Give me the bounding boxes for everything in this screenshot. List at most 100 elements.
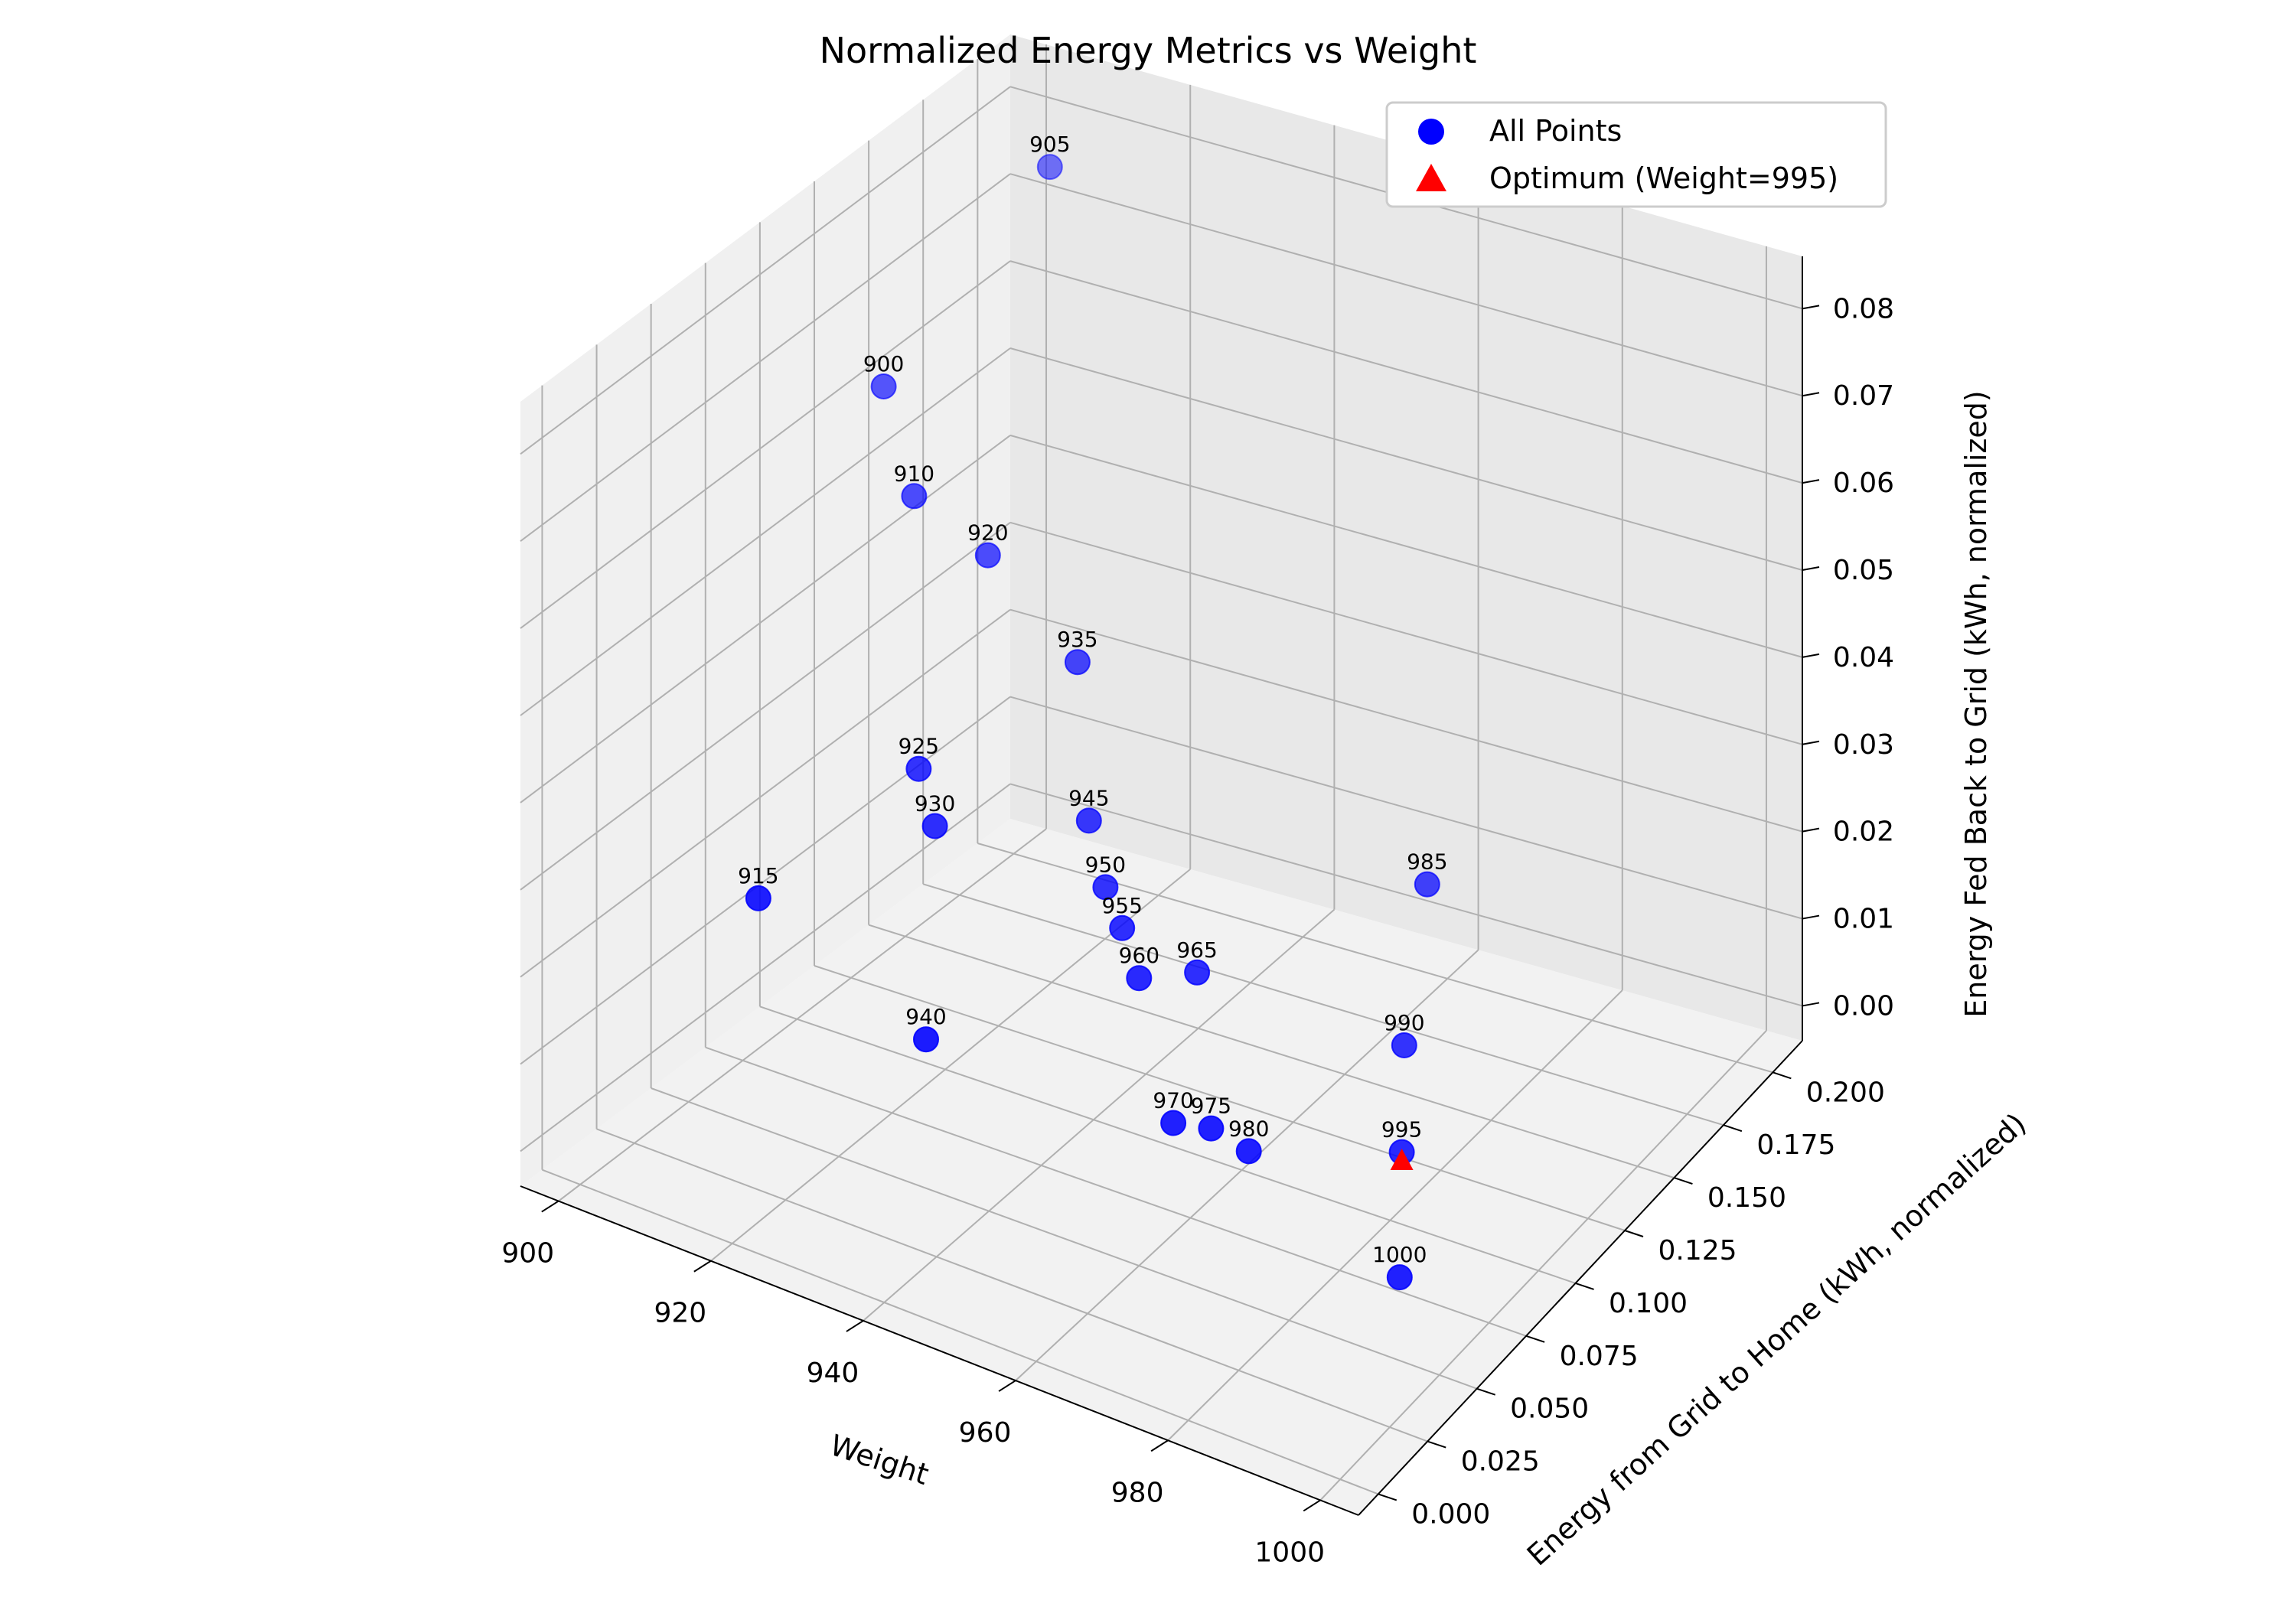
data-point bbox=[1075, 807, 1102, 834]
data-point-label: 955 bbox=[1101, 893, 1142, 918]
data-point-label: 915 bbox=[738, 863, 778, 888]
z-tick-label: 0.00 bbox=[1833, 990, 1894, 1022]
optimum-point bbox=[1390, 1149, 1414, 1170]
x-tick-label: 980 bbox=[1111, 1477, 1164, 1508]
gridline-z-left bbox=[520, 608, 1011, 978]
gridline-x-floor bbox=[1167, 989, 1623, 1441]
gridline-z-back bbox=[1009, 696, 1803, 920]
chart-points bbox=[745, 154, 1440, 1291]
data-point bbox=[870, 373, 897, 399]
y-tick-label: 0.000 bbox=[1411, 1498, 1490, 1530]
data-point bbox=[1109, 914, 1136, 941]
chart-panes bbox=[520, 34, 1802, 1515]
gridline-z-back bbox=[1009, 434, 1803, 658]
legend-frame bbox=[1385, 101, 1887, 208]
data-point bbox=[1386, 1264, 1413, 1291]
data-point-label: 1000 bbox=[1372, 1242, 1427, 1267]
y-tick-label: 0.200 bbox=[1806, 1077, 1885, 1108]
data-point-label: 930 bbox=[915, 791, 955, 817]
x-tick-mark bbox=[541, 1200, 559, 1213]
gridline-z-left bbox=[520, 521, 1011, 891]
z-axis-label: Energy Fed Back to Grid (kWh, normalized… bbox=[1959, 390, 1993, 1018]
y-tick-label: 0.025 bbox=[1461, 1446, 1540, 1478]
gridline-z-left bbox=[520, 173, 1011, 543]
gridline-z-left bbox=[520, 260, 1011, 629]
data-point-label: 940 bbox=[905, 1004, 946, 1029]
gridline-x-floor bbox=[863, 908, 1336, 1322]
data-point-label: 945 bbox=[1068, 785, 1109, 810]
y-tick-mark bbox=[1378, 1493, 1397, 1501]
x-tick-label: 900 bbox=[501, 1238, 554, 1270]
z-tick-mark bbox=[1802, 392, 1820, 397]
data-point-label: 905 bbox=[1029, 132, 1070, 157]
y-axis-line bbox=[1358, 1040, 1803, 1516]
y-tick-label: 0.175 bbox=[1756, 1129, 1835, 1161]
data-point-label: 900 bbox=[863, 351, 904, 376]
gridline-z-back bbox=[1009, 783, 1803, 1007]
x-tick-mark bbox=[1303, 1499, 1321, 1512]
gridline-z-left bbox=[520, 435, 1011, 804]
data-point bbox=[1126, 965, 1153, 992]
data-point bbox=[974, 542, 1001, 569]
data-point bbox=[1064, 649, 1091, 676]
data-point bbox=[1198, 1115, 1225, 1142]
y-tick-mark bbox=[1427, 1440, 1446, 1449]
x-tick-mark bbox=[693, 1260, 712, 1273]
data-point-label: 910 bbox=[894, 461, 934, 486]
y-tick-label: 0.150 bbox=[1707, 1182, 1786, 1214]
gridline-z-back bbox=[1009, 173, 1803, 397]
data-point bbox=[1184, 959, 1211, 986]
data-point bbox=[1235, 1138, 1262, 1165]
data-point-label: 975 bbox=[1191, 1094, 1231, 1119]
y-tick-mark bbox=[1674, 1177, 1693, 1185]
data-point bbox=[1160, 1110, 1187, 1136]
y-tick-label: 0.100 bbox=[1609, 1288, 1688, 1319]
y-tick-mark bbox=[1476, 1387, 1495, 1396]
y-tick-mark bbox=[1773, 1071, 1792, 1080]
data-point bbox=[1036, 154, 1063, 181]
x-tick-label: 1000 bbox=[1254, 1537, 1325, 1568]
x-tick-label: 960 bbox=[959, 1417, 1012, 1449]
gridline-z-back bbox=[1009, 608, 1803, 833]
z-tick-mark bbox=[1802, 305, 1820, 310]
data-point-label: 960 bbox=[1119, 943, 1159, 968]
x-tick-mark bbox=[998, 1380, 1016, 1392]
data-point-label: 970 bbox=[1153, 1088, 1193, 1113]
gridline-z-back bbox=[1009, 260, 1803, 484]
y-tick-label: 0.050 bbox=[1510, 1393, 1589, 1425]
chart-axes bbox=[520, 256, 1803, 1516]
data-point-label: 935 bbox=[1057, 627, 1097, 652]
y-tick-mark bbox=[1575, 1282, 1594, 1290]
x-tick-label: 920 bbox=[654, 1298, 707, 1329]
gridline-x-floor bbox=[1319, 1030, 1767, 1501]
z-tick-label: 0.06 bbox=[1833, 468, 1894, 499]
gridline-x-floor bbox=[1015, 949, 1479, 1381]
data-point bbox=[921, 813, 948, 839]
chart-title: Normalized Energy Metrics vs Weight bbox=[820, 30, 1477, 71]
chart-gridlines bbox=[520, 44, 1803, 1501]
gridline-x-floor bbox=[710, 869, 1191, 1262]
x-tick-mark bbox=[1150, 1439, 1169, 1452]
legend: All Points Optimum (Weight=995) bbox=[1385, 101, 1887, 208]
z-tick-mark bbox=[1802, 1002, 1820, 1007]
z-tick-label: 0.01 bbox=[1833, 904, 1894, 935]
legend-marker-all-points bbox=[1418, 119, 1444, 145]
gridline-y-floor bbox=[596, 1128, 1428, 1442]
gridline-y-floor bbox=[922, 883, 1724, 1126]
legend-label-optimum: Optimum (Weight=995) bbox=[1489, 161, 1838, 195]
z-tick-mark bbox=[1802, 566, 1820, 571]
gridline-y-floor bbox=[868, 924, 1675, 1179]
z-tick-label: 0.08 bbox=[1833, 293, 1894, 324]
y-tick-mark bbox=[1525, 1335, 1545, 1343]
z-tick-label: 0.02 bbox=[1833, 817, 1894, 848]
data-point-label: 985 bbox=[1407, 849, 1447, 875]
gridline-z-back bbox=[1009, 347, 1803, 571]
gridline-z-left bbox=[520, 783, 1011, 1152]
data-point-label: 980 bbox=[1228, 1116, 1269, 1141]
x-tick-mark bbox=[846, 1320, 864, 1332]
data-point bbox=[913, 1026, 939, 1053]
x-tick-label: 940 bbox=[807, 1358, 859, 1389]
gridline-z-left bbox=[520, 696, 1011, 1065]
z-tick-label: 0.07 bbox=[1833, 380, 1894, 412]
z-tick-mark bbox=[1802, 914, 1820, 920]
